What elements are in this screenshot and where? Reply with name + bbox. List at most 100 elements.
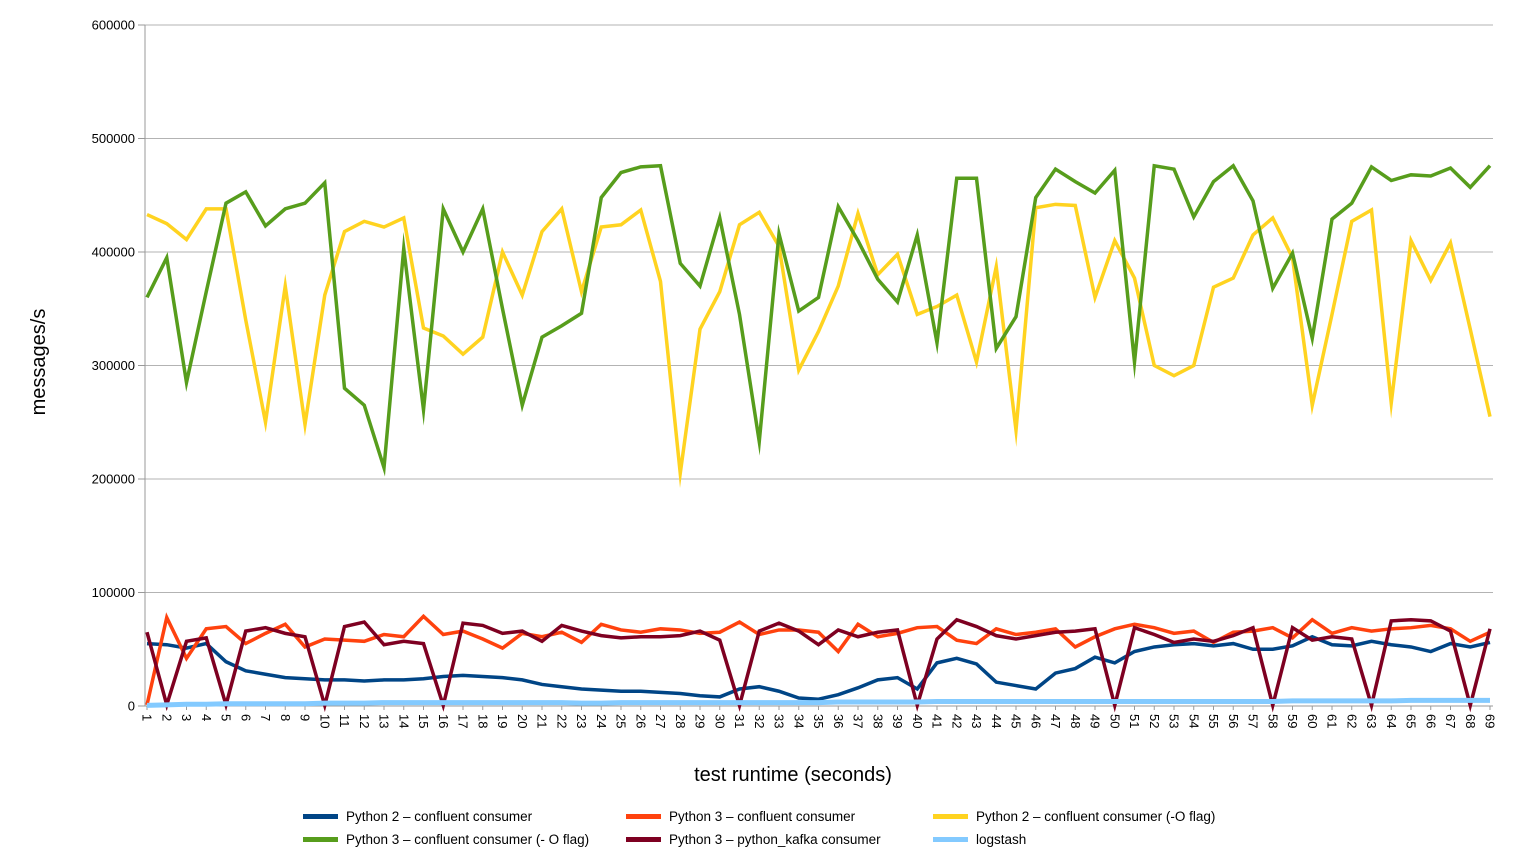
legend-item-logstash: logstash (933, 831, 1026, 847)
x-tick-label: 44 (989, 714, 1004, 728)
x-tick-label: 58 (1265, 714, 1280, 728)
x-tick-label: 10 (317, 714, 332, 728)
series-line-python2-confluent (146, 634, 1491, 701)
x-tick-label: 65 (1404, 714, 1419, 728)
series-line-python3-confluent-oflag (145, 163, 1492, 477)
x-tick-label: 50 (1107, 714, 1122, 728)
x-tick-label: 33 (772, 714, 787, 728)
x-tick-label: 42 (949, 714, 964, 728)
legend-item-python3-confluent: Python 3 – confluent consumer (626, 808, 855, 824)
x-tick-label: 17 (456, 714, 471, 728)
x-tick-label: 11 (337, 714, 352, 728)
x-tick-label: 20 (515, 714, 530, 728)
x-tick-label: 69 (1483, 714, 1498, 728)
legend-label: Python 3 – confluent consumer (- O flag) (346, 831, 590, 847)
x-tick-label: 26 (633, 714, 648, 728)
series-lines (145, 163, 1492, 713)
legend-label: Python 2 – confluent consumer (346, 808, 533, 824)
x-tick-label: 63 (1364, 714, 1379, 728)
x-tick-label: 67 (1443, 714, 1458, 728)
legend-item-python3-python-kafka: Python 3 – python_kafka consumer (626, 831, 881, 847)
x-tick-label: 15 (416, 714, 431, 728)
x-tick-label: 61 (1325, 714, 1340, 728)
legend-item-python2-confluent: Python 2 – confluent consumer (303, 808, 532, 824)
y-tick-label: 300000 (92, 358, 135, 373)
legend-item-python3-confluent-oflag: Python 3 – confluent consumer (- O flag) (303, 831, 589, 847)
x-tick-label: 62 (1344, 714, 1359, 728)
x-tick-label: 22 (554, 714, 569, 728)
legend-label: Python 3 – python_kafka consumer (669, 831, 881, 847)
series-line-python3-confluent (145, 612, 1491, 706)
x-tick-label: 25 (614, 714, 629, 728)
x-tick-label: 49 (1088, 714, 1103, 728)
x-tick-label: 23 (574, 714, 589, 728)
x-tick-label: 12 (357, 714, 372, 728)
x-tick-label: 43 (969, 714, 984, 728)
y-tick-label: 400000 (92, 245, 135, 260)
series-line-python2-confluent-oflag (146, 202, 1492, 489)
legend-swatch-python2-confluent (303, 813, 338, 819)
x-tick-label: 55 (1206, 714, 1221, 728)
legend-swatch-logstash (933, 836, 968, 842)
x-tick-label: 53 (1167, 714, 1182, 728)
x-tick-label: 19 (495, 714, 510, 728)
x-tick-label: 57 (1246, 714, 1261, 728)
x-tick-label: 48 (1068, 714, 1083, 728)
x-tick-label: 40 (910, 714, 925, 728)
y-tick-label: 600000 (92, 18, 135, 33)
x-tick-label: 24 (594, 714, 609, 728)
x-tick-label: 59 (1285, 714, 1300, 728)
legend-swatch-python2-confluent-oflag (933, 813, 968, 819)
x-tick-label: 32 (752, 714, 767, 728)
x-tick-label: 39 (890, 714, 905, 728)
y-tick-labels: 0 100000 200000 300000 400000 500000 600000 (92, 18, 135, 714)
x-tick-label: 37 (851, 714, 866, 728)
x-tick-label: 27 (653, 714, 668, 728)
x-tick-label: 56 (1226, 714, 1241, 728)
x-tick-label: 46 (1028, 714, 1043, 728)
x-tick-label: 47 (1048, 714, 1063, 728)
x-tick-label: 30 (712, 714, 727, 728)
x-tick-label: 13 (377, 714, 392, 728)
x-tick-label: 8 (278, 714, 293, 721)
legend-item-python2-confluent-oflag: Python 2 – confluent consumer (-O flag) (933, 808, 1215, 824)
x-tick-label: 21 (535, 714, 550, 728)
x-axis-title: test runtime (seconds) (694, 764, 892, 786)
x-tick-label: 2 (159, 714, 174, 721)
series-line-python3-python-kafka (145, 617, 1492, 713)
x-tick-label: 45 (1009, 714, 1024, 728)
axes (138, 24, 1493, 710)
x-tick-label: 68 (1463, 714, 1478, 728)
y-tick-label: 500000 (92, 131, 135, 146)
legend-swatch-python3-python-kafka (626, 836, 661, 842)
y-tick-label: 0 (128, 699, 135, 714)
x-tick-label: 16 (436, 714, 451, 728)
x-tick-label: 9 (298, 714, 313, 721)
x-tick-label: 5 (219, 714, 234, 721)
x-tick-label: 35 (811, 714, 826, 728)
x-tick-label: 3 (179, 714, 194, 721)
legend-label: logstash (976, 831, 1027, 847)
x-tick-label: 28 (673, 714, 688, 728)
series-line-logstash (146, 697, 1490, 708)
y-tick-label: 200000 (92, 472, 135, 487)
x-tick-label: 1 (140, 714, 155, 721)
x-tick-label: 18 (475, 714, 490, 728)
legend-label: Python 3 – confluent consumer (669, 808, 856, 824)
x-tick-label: 51 (1127, 714, 1142, 728)
x-tick-label: 4 (199, 714, 214, 721)
gridlines (145, 24, 1493, 593)
x-tick-label: 66 (1423, 714, 1438, 728)
legend-label: Python 2 – confluent consumer (-O flag) (976, 808, 1216, 824)
legend-swatch-python3-confluent-oflag (303, 836, 338, 842)
x-tick-label: 54 (1186, 714, 1201, 728)
x-tick-label: 38 (870, 714, 885, 728)
x-tick-label: 14 (396, 714, 411, 728)
y-tick-label: 100000 (92, 585, 135, 600)
y-axis-title: messages/s (28, 309, 50, 416)
x-tick-label: 7 (258, 714, 273, 721)
x-tick-label: 60 (1305, 714, 1320, 728)
x-tick-label: 41 (930, 714, 945, 728)
x-tick-label: 34 (791, 714, 806, 728)
